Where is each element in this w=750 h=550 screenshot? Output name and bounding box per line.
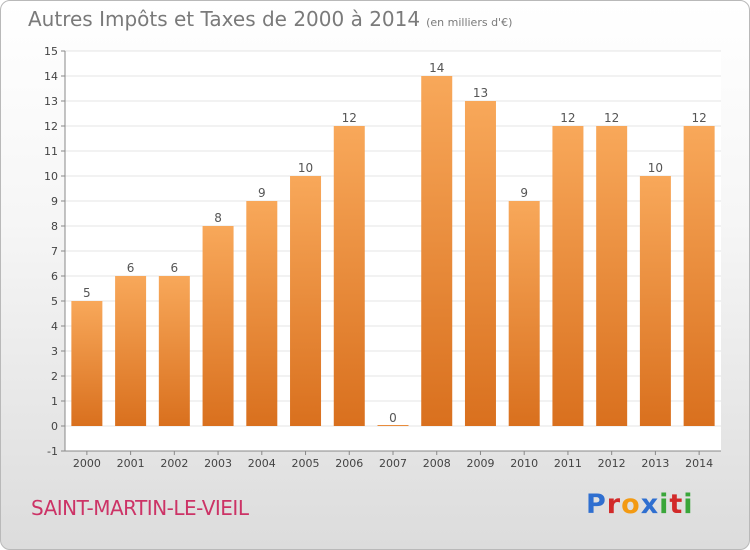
bar-2007	[377, 425, 409, 426]
data-label: 5	[83, 286, 91, 300]
x-tick-label: 2005	[292, 457, 320, 470]
logo-letter: i	[659, 489, 670, 520]
bar-2005	[290, 176, 322, 426]
x-tick-label: 2011	[554, 457, 582, 470]
logo-letter: x	[640, 489, 660, 520]
data-label: 10	[298, 161, 313, 175]
x-tick-label: 2000	[73, 457, 101, 470]
y-tick-label: 3	[51, 345, 58, 358]
data-label: 6	[127, 261, 135, 275]
logo-letter: P	[586, 489, 607, 520]
logo-letter: i	[683, 489, 694, 520]
bar-2009	[464, 101, 496, 426]
data-label: 8	[214, 211, 222, 225]
data-label: 12	[604, 111, 619, 125]
y-tick-label: 7	[51, 245, 58, 258]
bar-2003	[202, 226, 234, 426]
data-label: 12	[691, 111, 706, 125]
x-tick-label: 2007	[379, 457, 407, 470]
x-tick-label: 2004	[248, 457, 276, 470]
bar-2002	[158, 276, 190, 426]
data-label: 10	[648, 161, 663, 175]
chart-subtitle: (en milliers d'€)	[426, 16, 513, 29]
x-tick-label: 2013	[641, 457, 669, 470]
y-tick-label: 0	[51, 420, 58, 433]
data-label: 12	[342, 111, 357, 125]
data-label: 14	[429, 61, 444, 75]
y-tick-label: 15	[44, 45, 58, 58]
y-tick-label: -1	[47, 445, 58, 458]
y-tick-label: 11	[44, 145, 58, 158]
x-tick-label: 2006	[335, 457, 363, 470]
x-tick-label: 2001	[117, 457, 145, 470]
data-label: 0	[389, 411, 397, 425]
bar-2013	[639, 176, 671, 426]
town-name: SAINT-MARTIN-LE-VIEIL	[31, 496, 249, 520]
data-label: 6	[171, 261, 179, 275]
x-tick-label: 2008	[423, 457, 451, 470]
bar-2010	[508, 201, 540, 426]
y-tick-label: 5	[51, 295, 58, 308]
y-tick-label: 14	[44, 70, 58, 83]
x-tick-label: 2009	[466, 457, 494, 470]
data-label: 9	[520, 186, 528, 200]
bar-2012	[596, 126, 628, 426]
x-tick-label: 2002	[160, 457, 188, 470]
bar-2014	[683, 126, 715, 426]
y-tick-label: 6	[51, 270, 58, 283]
logo-letter: r	[606, 489, 622, 520]
y-tick-label: 4	[51, 320, 58, 333]
x-tick-label: 2014	[685, 457, 713, 470]
data-label: 13	[473, 86, 488, 100]
bar-2004	[246, 201, 278, 426]
y-tick-label: 10	[44, 170, 58, 183]
chart-title-text: Autres Impôts et Taxes de 2000 à 2014	[28, 7, 421, 31]
proxiti-logo: Proxiti	[586, 489, 694, 520]
data-label: 9	[258, 186, 266, 200]
chart-title: Autres Impôts et Taxes de 2000 à 2014 (en…	[28, 7, 512, 31]
y-tick-label: 9	[51, 195, 58, 208]
x-tick-label: 2010	[510, 457, 538, 470]
y-tick-label: 12	[44, 120, 58, 133]
bar-2011	[552, 126, 584, 426]
data-label: 12	[560, 111, 575, 125]
x-tick-label: 2012	[598, 457, 626, 470]
y-tick-label: 13	[44, 95, 58, 108]
y-tick-label: 8	[51, 220, 58, 233]
x-tick-label: 2003	[204, 457, 232, 470]
bar-2006	[333, 126, 365, 426]
bar-2000	[71, 301, 103, 426]
logo-letter: t	[669, 489, 684, 520]
bar-2008	[421, 76, 453, 426]
y-tick-label: 2	[51, 370, 58, 383]
bar-2001	[115, 276, 147, 426]
y-tick-label: 1	[51, 395, 58, 408]
logo-letter: o	[621, 489, 641, 520]
